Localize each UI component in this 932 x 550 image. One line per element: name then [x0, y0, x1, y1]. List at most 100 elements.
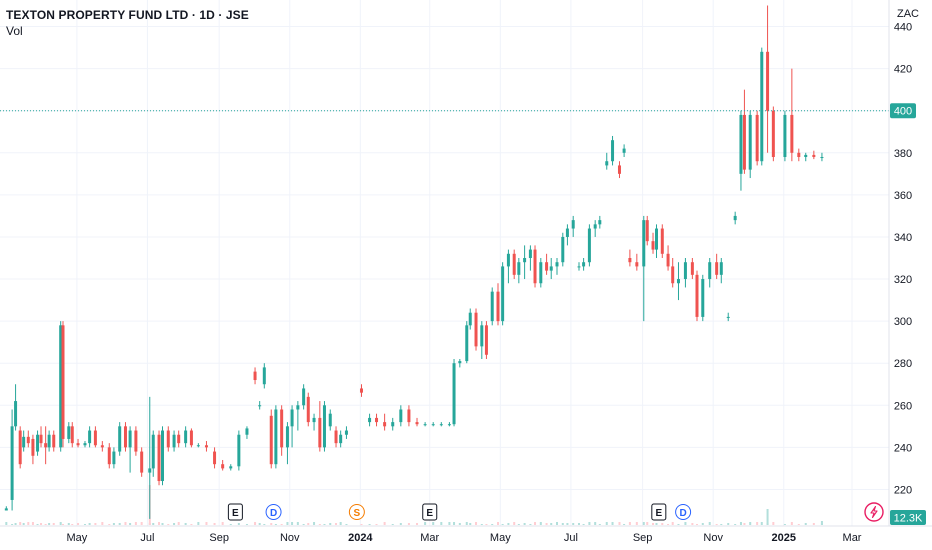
event-marker-e[interactable]: E: [227, 503, 243, 521]
volume-bar: [368, 524, 371, 525]
candle-body: [701, 279, 705, 317]
candle-body: [783, 114, 787, 158]
candle-body: [447, 424, 451, 426]
svg-text:E: E: [232, 508, 239, 519]
candle-body: [690, 262, 694, 275]
candle-body: [439, 424, 443, 426]
volume-bar: [642, 522, 645, 525]
volume-bar: [501, 524, 504, 525]
candle-body: [312, 417, 316, 423]
candle-body: [465, 325, 469, 362]
volume-indicator-label[interactable]: Vol: [6, 24, 23, 38]
candle-body: [285, 426, 289, 448]
time-axis[interactable]: May Jul Sep Nov 2024 Mar May Jul Sep Nov 2025 Mar: [66, 532, 861, 544]
volume-bar: [108, 524, 111, 525]
candle-body: [719, 262, 723, 275]
candle-body: [88, 430, 92, 444]
volume-bar: [221, 522, 224, 525]
candle-body: [47, 434, 51, 448]
volume-bar: [646, 522, 649, 525]
volume-bar: [40, 523, 43, 525]
volume-bar: [623, 524, 626, 525]
candle-body: [739, 114, 743, 174]
volume-bar: [318, 524, 321, 525]
volume-bar: [671, 522, 674, 525]
volume-bar: [263, 524, 266, 525]
event-marker-d[interactable]: D: [265, 504, 282, 520]
volume-bar: [605, 522, 608, 525]
volume-bar: [339, 522, 342, 525]
candle-body: [302, 388, 306, 406]
volume-bar: [167, 524, 170, 525]
volume-bar: [652, 523, 655, 525]
volume-bar: [695, 524, 698, 525]
price-axis[interactable]: 440 420 400 380 360 340 320 300 280 260 240 220: [894, 22, 912, 497]
candle-body: [59, 325, 63, 448]
candle-body: [671, 266, 675, 284]
event-marker-d[interactable]: D: [675, 504, 692, 520]
candle-body: [490, 291, 494, 322]
candle-body: [383, 422, 387, 427]
candle-body: [582, 262, 586, 267]
event-marker-e[interactable]: E: [422, 503, 438, 521]
volume-bar: [734, 524, 737, 525]
time-tick-label: Mar: [843, 532, 862, 544]
candle-body: [269, 415, 273, 465]
candle-body: [474, 312, 478, 347]
candle-body: [605, 161, 609, 166]
event-marker-e[interactable]: E: [651, 503, 667, 521]
flash-icon[interactable]: [864, 502, 884, 522]
candle-body: [666, 253, 670, 267]
candle-body: [593, 224, 597, 229]
volume-bar: [5, 522, 8, 525]
candle-body: [642, 220, 646, 267]
volume-bar: [517, 524, 520, 525]
currency-label[interactable]: ZAC: [897, 8, 919, 20]
volume-bar: [52, 523, 55, 525]
volume-bar: [270, 523, 273, 525]
volume-bar: [594, 522, 597, 525]
candle-body: [545, 262, 549, 271]
volume-bar: [36, 524, 39, 525]
volume-bar: [286, 522, 289, 525]
event-marker-s[interactable]: S: [348, 504, 365, 520]
volume-bar: [173, 523, 176, 525]
volume-bar: [458, 523, 461, 525]
volume-bar: [48, 523, 51, 525]
candle-body: [39, 434, 43, 444]
time-tick-label: Jul: [564, 532, 578, 544]
candle-body: [528, 249, 532, 258]
volume-bar: [11, 524, 14, 525]
candle-body: [415, 422, 419, 425]
candle-body: [148, 468, 152, 473]
candle-body: [93, 430, 97, 446]
volume-bar: [140, 522, 143, 525]
candle-body: [512, 253, 516, 275]
volume-bar: [14, 523, 17, 525]
volume-bar: [598, 524, 601, 525]
candle-body: [611, 140, 615, 162]
volume-bar: [134, 522, 137, 525]
volume-bar: [407, 523, 410, 525]
candle-body: [452, 363, 456, 425]
candle-body: [339, 434, 343, 444]
volume-bar: [635, 522, 638, 525]
symbol-title[interactable]: TEXTON PROPERTY FUND LTD · 1D · JSE: [6, 8, 249, 22]
candle-body: [83, 443, 87, 446]
volume-bar: [453, 522, 456, 525]
volume-bar: [507, 523, 510, 525]
candle-body: [76, 443, 80, 446]
candle-body: [771, 110, 775, 158]
time-tick-label: May: [66, 532, 87, 544]
candle-body: [645, 220, 649, 242]
candle-body: [245, 428, 249, 435]
volume-bar: [618, 522, 621, 525]
volume-bar: [129, 523, 132, 525]
candle-body: [598, 220, 602, 225]
candle-body: [676, 279, 680, 284]
candle-body: [375, 417, 379, 423]
candle-body: [820, 157, 824, 159]
volume-bar: [720, 524, 723, 525]
candle-body: [755, 114, 759, 162]
